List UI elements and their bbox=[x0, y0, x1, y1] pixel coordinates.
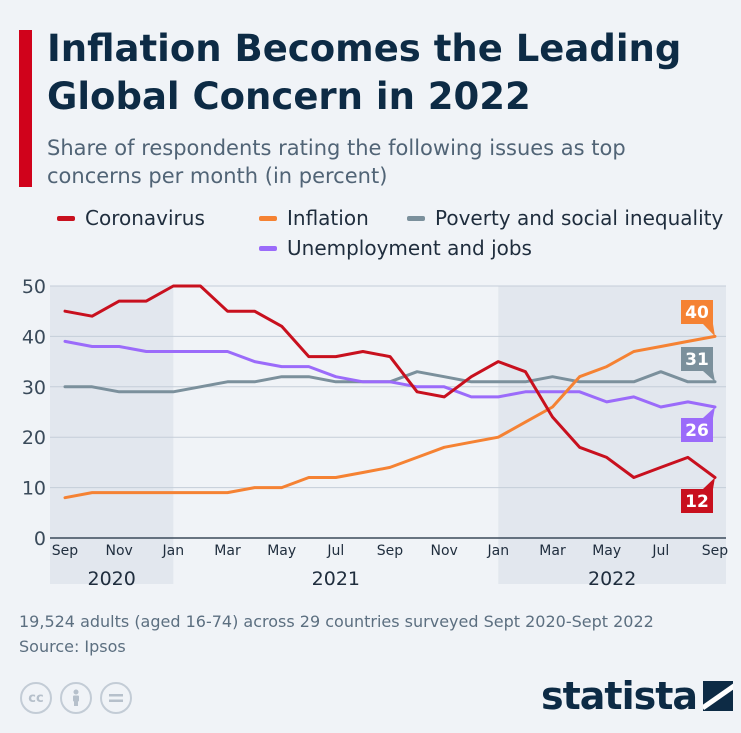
series-line-coronavirus bbox=[63, 284, 717, 479]
legend-swatch bbox=[259, 245, 277, 251]
legend-item-coronavirus: Coronavirus bbox=[57, 206, 205, 230]
x-tick-label: Jan bbox=[487, 543, 510, 559]
legend-swatch bbox=[259, 215, 277, 221]
callout-box bbox=[681, 489, 713, 513]
legend-swatch bbox=[57, 215, 75, 221]
year-label: 2020 bbox=[87, 568, 135, 590]
no-derivatives-icon[interactable] bbox=[100, 682, 132, 714]
legend-item-inflation: Inflation bbox=[259, 206, 369, 230]
callout-label: 31 bbox=[685, 350, 709, 370]
x-tick-label: Jul bbox=[326, 543, 344, 559]
year-label: 2021 bbox=[312, 568, 360, 590]
statista-mark-icon bbox=[703, 681, 734, 711]
legend-item-unemployment: Unemployment and jobs bbox=[259, 236, 532, 260]
callout-pointer bbox=[703, 371, 715, 382]
x-tick-label: Sep bbox=[377, 543, 404, 559]
legend-label: Poverty and social inequality bbox=[435, 206, 724, 230]
callout-label: 12 bbox=[685, 492, 709, 512]
year-label: 2022 bbox=[588, 568, 636, 590]
attribution-icon[interactable] bbox=[60, 682, 92, 714]
y-tick-label: 20 bbox=[22, 427, 46, 449]
series-line-inflation bbox=[63, 334, 717, 500]
x-tick-label: Nov bbox=[106, 543, 133, 559]
legend-swatch bbox=[407, 215, 425, 221]
legend-item-poverty: Poverty and social inequality bbox=[407, 206, 723, 230]
x-tick-label: Sep bbox=[52, 543, 79, 559]
footnote: 19,524 adults (aged 16-74) across 29 cou… bbox=[19, 609, 654, 659]
y-tick-label: 40 bbox=[22, 326, 46, 348]
x-tick-label: Sep bbox=[702, 543, 729, 559]
callout-box bbox=[681, 418, 713, 442]
callout-pointer bbox=[703, 477, 715, 489]
legend-label: Coronavirus bbox=[85, 206, 205, 230]
callout-box bbox=[681, 347, 713, 371]
series-line-unemployment-and-jobs bbox=[63, 339, 717, 409]
year-band-2020 bbox=[50, 286, 174, 584]
legend-label: Unemployment and jobs bbox=[287, 236, 532, 260]
y-tick-label: 0 bbox=[34, 528, 46, 550]
chart-subtitle: Share of respondents rating the followin… bbox=[47, 136, 626, 188]
source-note: Source: Ipsos bbox=[19, 637, 126, 656]
brand-name: statista bbox=[541, 674, 698, 718]
x-tick-label: Nov bbox=[431, 543, 458, 559]
y-tick-label: 30 bbox=[22, 377, 46, 399]
callout-label: 26 bbox=[685, 421, 709, 441]
callout-box bbox=[681, 300, 713, 324]
x-tick-label: May bbox=[592, 543, 621, 559]
chart-title: Inflation Becomes the Leading Global Con… bbox=[47, 27, 682, 118]
y-tick-label: 50 bbox=[22, 276, 46, 298]
license-icons: cc bbox=[20, 682, 132, 714]
statista-logo[interactable]: statista bbox=[541, 674, 734, 718]
legend-label: Inflation bbox=[287, 206, 369, 230]
accent-bar bbox=[19, 30, 32, 187]
x-tick-label: May bbox=[267, 543, 296, 559]
cc-icon[interactable]: cc bbox=[20, 682, 52, 714]
line-chart: 0 10 20 30 40 50 Sep Nov Jan Mar May Jul Sep Nov Jan Ma… bbox=[22, 276, 729, 590]
y-tick-label: 10 bbox=[22, 478, 46, 500]
x-tick-label: Jul bbox=[651, 543, 669, 559]
survey-note: 19,524 adults (aged 16-74) across 29 cou… bbox=[19, 612, 654, 631]
callout-label: 40 bbox=[685, 303, 709, 323]
x-tick-label: Jan bbox=[162, 543, 185, 559]
x-tick-label: Mar bbox=[214, 543, 241, 559]
x-tick-label: Mar bbox=[539, 543, 566, 559]
